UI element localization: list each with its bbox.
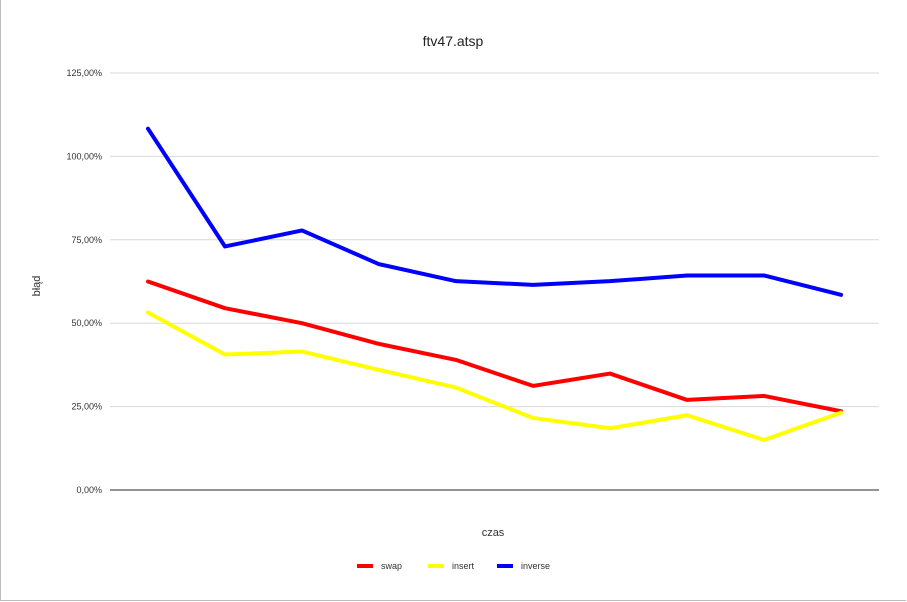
legend-item-insert: insert <box>428 561 475 571</box>
y-axis-tick-labels: 0,00% 25,00% 50,00% 75,00% 100,00% 125,00% <box>66 68 102 495</box>
series-lines <box>146 126 843 442</box>
series-line-inverse <box>146 126 843 297</box>
legend-item-swap: swap <box>357 561 402 571</box>
x-axis-label: czas <box>482 527 505 539</box>
y-axis-label: błąd <box>31 276 43 297</box>
legend-label: swap <box>381 561 402 571</box>
legend-label: insert <box>452 561 475 571</box>
chart-title: ftv47.atsp <box>423 33 484 49</box>
y-tick-label: 25,00% <box>71 402 102 412</box>
y-tick-label: 0,00% <box>76 485 102 495</box>
legend-label: inverse <box>521 561 550 571</box>
y-tick-label: 125,00% <box>66 68 102 78</box>
gridlines <box>110 72 879 408</box>
series-line-insert <box>146 310 843 442</box>
legend: swap insert inverse <box>357 561 550 571</box>
legend-item-inverse: inverse <box>497 561 550 571</box>
y-tick-label: 100,00% <box>66 151 102 161</box>
y-tick-label: 75,00% <box>71 235 102 245</box>
series-line-swap <box>146 279 843 414</box>
y-tick-label: 50,00% <box>71 318 102 328</box>
